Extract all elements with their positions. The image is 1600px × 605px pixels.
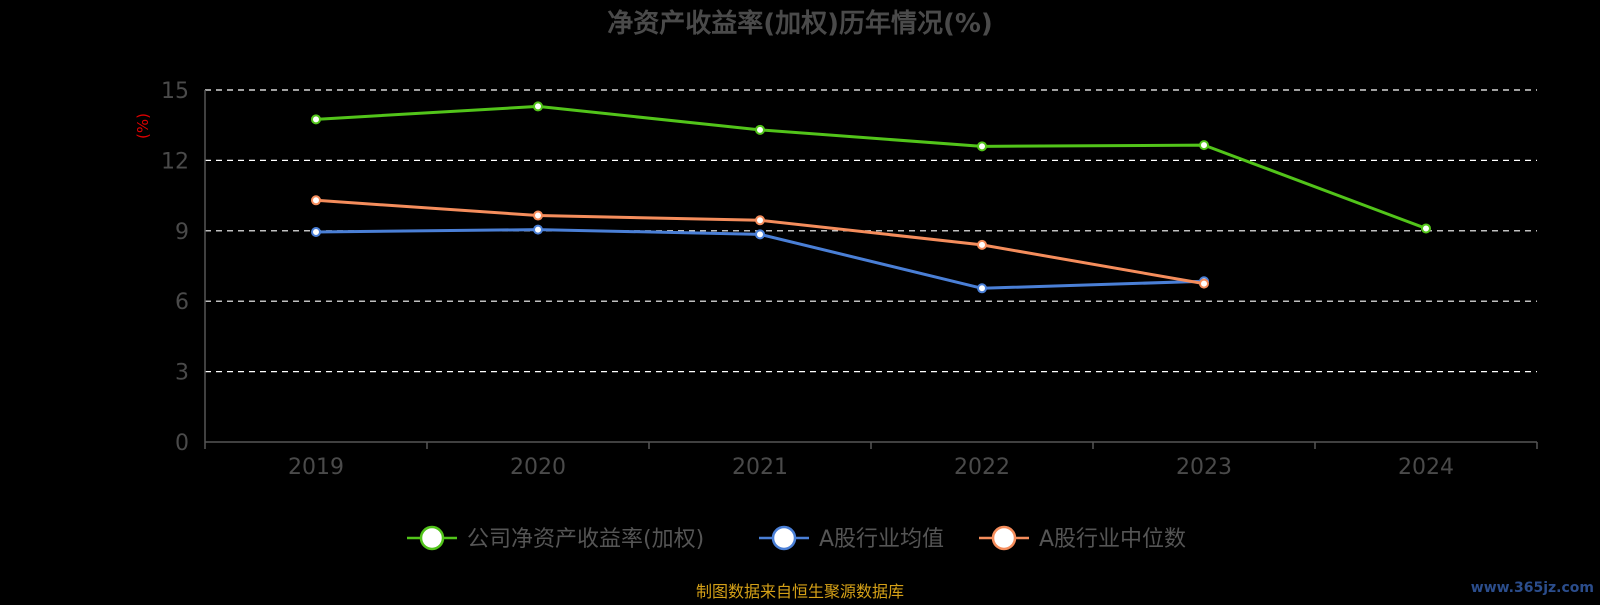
data-point-2-2020 (533, 210, 543, 221)
y-tick-label-12: 12 (161, 149, 189, 174)
x-tick-label-2022: 2022 (954, 455, 1010, 480)
legend-item-2: A股行业中位数 (979, 525, 1186, 552)
data-point-1-2020 (533, 224, 543, 235)
data-point-0-2023 (1199, 140, 1209, 151)
series-2 (311, 195, 1209, 289)
x-tick-label-2024: 2024 (1398, 455, 1454, 480)
series-0 (311, 101, 1431, 234)
data-point-1-2019 (311, 226, 321, 237)
legend-label-0: 公司净资产收益率(加权) (467, 527, 704, 552)
legend: 公司净资产收益率(加权) A股行业均值 A股行业中位数 (407, 525, 1186, 552)
axes: 0 3 6 9 12 15 2019 2020 2021 2022 2023 2024 (161, 79, 1538, 480)
y-tick-label-9: 9 (175, 220, 189, 245)
legend-item-1: A股行业均值 (759, 525, 944, 552)
data-point-0-2021 (755, 124, 765, 135)
series-lines (311, 101, 1431, 294)
data-point-0-2019 (311, 114, 321, 125)
legend-label-2: A股行业中位数 (1039, 527, 1186, 552)
legend-marker-2 (991, 525, 1017, 551)
data-point-0-2022 (977, 141, 987, 152)
legend-item-0: 公司净资产收益率(加权) (407, 525, 704, 552)
legend-marker-0 (419, 525, 445, 551)
y-tick-label-3: 3 (175, 361, 189, 386)
series-line-2 (315, 198, 1205, 286)
x-tick-label-2021: 2021 (732, 455, 788, 480)
series-line-0 (315, 104, 1427, 230)
data-point-2-2022 (977, 239, 987, 250)
y-tick-label-6: 6 (175, 290, 189, 315)
data-point-0-2024 (1421, 223, 1431, 234)
data-source-note: 制图数据来自恒生聚源数据库 (695, 582, 904, 601)
y-tick-label-0: 0 (175, 431, 189, 456)
series-1 (311, 224, 1209, 294)
chart-title: 净资产收益率(加权)历年情况(%) (607, 8, 993, 39)
legend-label-1: A股行业均值 (819, 527, 944, 552)
y-axis-label: (%) (134, 113, 152, 139)
data-point-1-2022 (977, 283, 987, 294)
data-point-2-2021 (755, 215, 765, 226)
data-point-1-2021 (755, 229, 765, 240)
legend-marker-1 (771, 525, 797, 551)
data-point-0-2020 (533, 101, 543, 112)
y-tick-label-15: 15 (161, 79, 189, 104)
data-point-2-2019 (311, 195, 321, 206)
data-point-2-2023 (1199, 278, 1209, 289)
watermark: www.365jz.com (1470, 580, 1594, 596)
x-tick-label-2023: 2023 (1176, 455, 1232, 480)
x-tick-label-2019: 2019 (288, 455, 344, 480)
x-tick-label-2020: 2020 (510, 455, 566, 480)
